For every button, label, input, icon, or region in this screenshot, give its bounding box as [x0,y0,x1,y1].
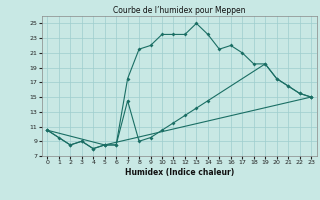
Title: Courbe de l’humidex pour Meppen: Courbe de l’humidex pour Meppen [113,6,245,15]
X-axis label: Humidex (Indice chaleur): Humidex (Indice chaleur) [124,168,234,177]
